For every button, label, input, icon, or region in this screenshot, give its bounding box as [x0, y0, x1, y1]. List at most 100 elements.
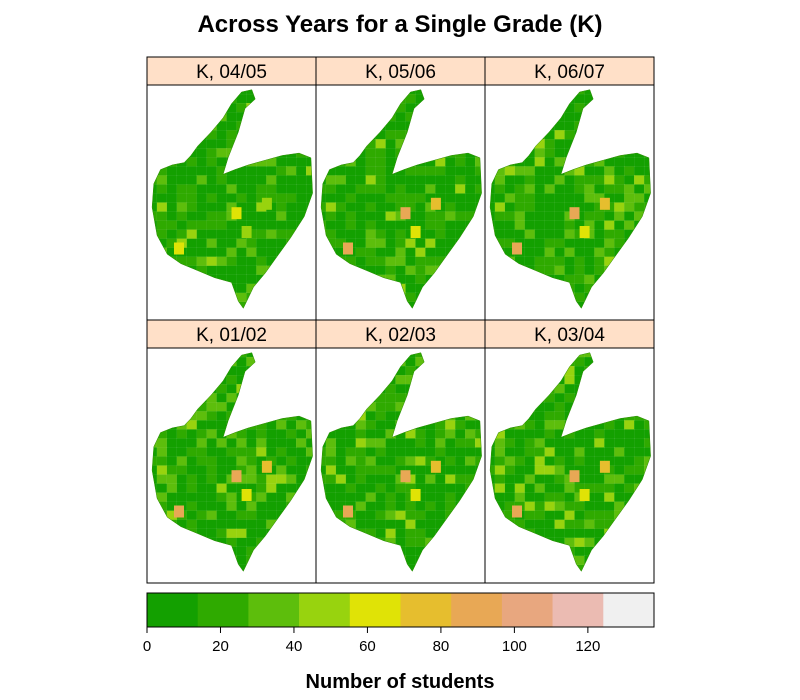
- map-region: [435, 184, 446, 194]
- map-region: [236, 193, 247, 203]
- map-region: [574, 528, 585, 539]
- panel-grid: K, 04/05 K, 05/06 K, 06/07 K, 01/02 K, 02/03…: [146, 56, 655, 584]
- map-region: [196, 456, 208, 466]
- map-region-hotspot: [579, 226, 590, 238]
- map-region: [514, 184, 526, 194]
- map-region: [534, 438, 546, 448]
- map-region: [574, 546, 585, 557]
- map-region: [276, 166, 287, 176]
- map-region: [415, 211, 426, 222]
- map-region: [186, 229, 198, 240]
- map-region: [365, 175, 377, 185]
- map-region: [226, 265, 237, 276]
- map-region: [206, 465, 218, 476]
- map-region: [524, 166, 536, 176]
- map-region: [186, 474, 198, 485]
- map-region: [395, 112, 406, 122]
- map-region: [365, 456, 377, 466]
- map-region: [524, 157, 536, 167]
- map-region: [176, 220, 188, 231]
- map-region: [574, 247, 585, 258]
- map-region: [624, 202, 635, 213]
- map-region: [425, 501, 436, 512]
- map-region: [236, 265, 247, 276]
- map-region: [375, 265, 387, 276]
- map-region: [216, 148, 228, 158]
- map-region: [365, 519, 377, 530]
- map-region: [196, 510, 208, 521]
- map-region: [405, 238, 416, 249]
- map-region: [256, 501, 267, 512]
- map-region: [246, 184, 257, 194]
- map-region: [614, 429, 625, 439]
- map-region: [534, 420, 546, 430]
- map-region: [196, 483, 208, 494]
- map-region: [186, 429, 198, 439]
- map-region: [455, 157, 466, 167]
- map-region: [256, 447, 267, 457]
- map-region: [554, 202, 566, 213]
- map-region: [395, 256, 406, 267]
- map-region: [296, 438, 307, 448]
- map-region: [624, 447, 635, 457]
- map-region: [176, 429, 188, 439]
- map-region: [256, 438, 267, 448]
- map-region: [365, 420, 377, 430]
- map-region: [345, 193, 357, 203]
- map-region: [534, 456, 546, 466]
- map-region: [196, 193, 208, 203]
- colorkey-swatch: [147, 593, 198, 627]
- map-region: [554, 139, 566, 149]
- map-region: [226, 112, 237, 122]
- map-region: [186, 465, 198, 476]
- map-region: [186, 247, 198, 258]
- map-region: [465, 420, 476, 430]
- map-region: [544, 211, 556, 222]
- map-region: [206, 220, 218, 231]
- map-region: [325, 193, 337, 203]
- map-region: [375, 202, 387, 213]
- map-region: [604, 238, 615, 249]
- map-region: [216, 202, 228, 213]
- map-region: [415, 537, 426, 548]
- map-region: [335, 492, 347, 503]
- map-region: [594, 429, 605, 439]
- map-region: [634, 175, 645, 185]
- map-region: [385, 492, 397, 503]
- map-region: [405, 510, 416, 521]
- map-region: [594, 519, 605, 530]
- map-region: [186, 438, 198, 448]
- map-region: [554, 483, 566, 494]
- panel: K, 05/06: [315, 56, 486, 321]
- map-region: [236, 519, 247, 530]
- map-region: [564, 447, 575, 457]
- map-region: [216, 402, 228, 412]
- map-region: [196, 429, 208, 439]
- map-region: [594, 247, 605, 258]
- map-region: [544, 148, 556, 158]
- map-region: [425, 510, 436, 521]
- map-outline: [489, 352, 651, 572]
- map-region: [176, 456, 188, 466]
- map-region: [375, 456, 387, 466]
- map-region: [276, 456, 287, 466]
- map-region: [206, 447, 218, 457]
- map-region: [524, 220, 536, 231]
- map-region: [246, 193, 257, 203]
- map-region: [395, 130, 406, 140]
- map-region: [385, 139, 397, 149]
- map-region: [504, 483, 516, 494]
- map-region: [574, 283, 585, 294]
- map-region: [395, 121, 406, 131]
- map-region: [345, 429, 357, 439]
- map-region: [554, 148, 566, 158]
- map-region: [246, 202, 257, 213]
- map-region: [355, 184, 367, 194]
- map-region: [494, 447, 506, 457]
- map-region: [594, 184, 605, 194]
- map-region: [236, 238, 247, 249]
- map-region: [425, 429, 436, 439]
- map-region: [365, 202, 377, 213]
- map-region: [246, 456, 257, 466]
- panel: K, 01/02: [146, 319, 317, 584]
